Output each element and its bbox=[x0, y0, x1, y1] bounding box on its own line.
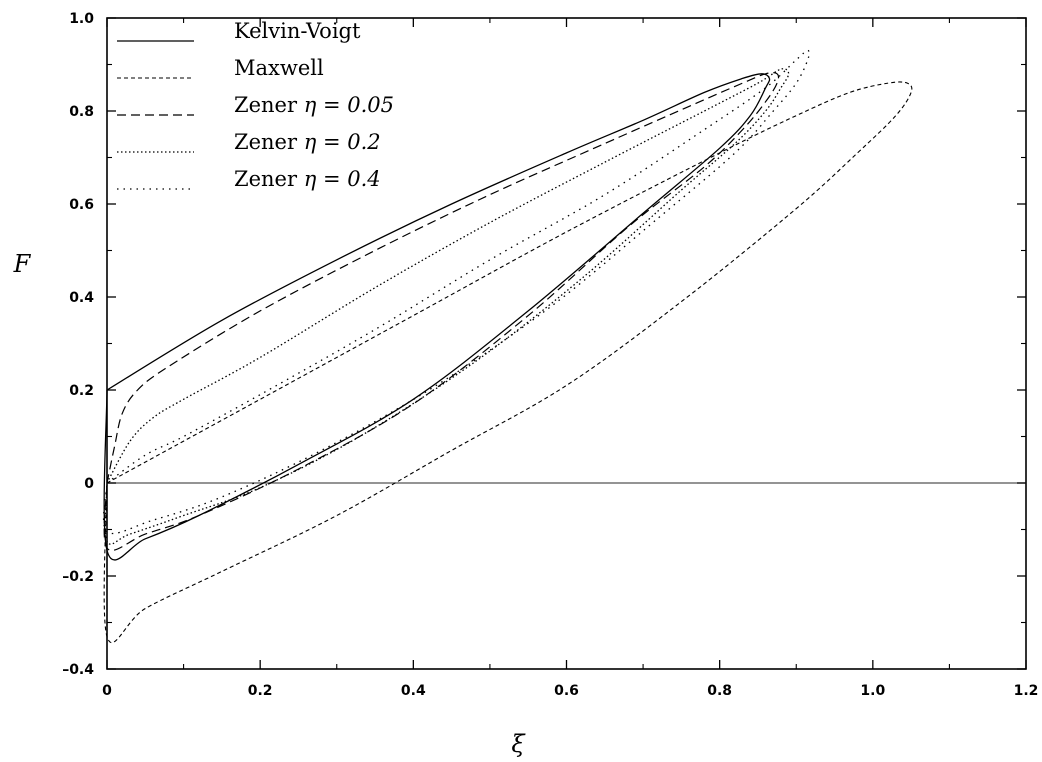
x-tick-label: 0.6 bbox=[554, 683, 579, 699]
y-tick-label: –0.2 bbox=[62, 569, 94, 585]
series-layer bbox=[102, 49, 913, 644]
axes: 0 0.2 0.4 0.6 0.8 1.0 1.2 –0.4 –0.2 0 0.2 0.4 0.6 0.8… bbox=[62, 11, 1038, 699]
x-tick-label: 1.0 bbox=[860, 683, 885, 699]
series-line-0 bbox=[103, 73, 771, 561]
y-tick-label: 0.6 bbox=[69, 197, 94, 213]
x-tick-label: 0.2 bbox=[248, 683, 273, 699]
x-tick-label: 1.2 bbox=[1014, 683, 1039, 699]
legend-label-4: Zener η = 0.4 bbox=[234, 167, 381, 191]
legend-label-2: Zener η = 0.05 bbox=[234, 93, 394, 117]
y-axis-label: F bbox=[13, 250, 32, 278]
series-line-2 bbox=[103, 72, 780, 551]
legend-label-1: Maxwell bbox=[234, 56, 324, 80]
legend-label-3: Zener η = 0.2 bbox=[234, 130, 381, 154]
series-line-1 bbox=[103, 81, 913, 644]
x-tick-label: 0.4 bbox=[401, 683, 426, 699]
x-tick-label: 0 bbox=[102, 683, 112, 699]
y-tick-label: 1.0 bbox=[69, 11, 94, 27]
y-tick-label: –0.4 bbox=[62, 662, 94, 678]
legend: Kelvin-Voigt Maxwell Zener η = 0.05 Zener η… bbox=[117, 19, 394, 191]
legend-label-0: Kelvin-Voigt bbox=[234, 19, 361, 43]
x-axis-label: ξ bbox=[511, 730, 526, 758]
y-tick-label: 0.2 bbox=[69, 383, 94, 399]
y-tick-label: 0 bbox=[84, 476, 94, 492]
series-line-3 bbox=[104, 68, 790, 545]
y-tick-label: 0.8 bbox=[69, 104, 94, 120]
y-tick-label: 0.4 bbox=[69, 290, 94, 306]
series-line-4 bbox=[102, 49, 810, 535]
x-tick-label: 0.8 bbox=[707, 683, 732, 699]
